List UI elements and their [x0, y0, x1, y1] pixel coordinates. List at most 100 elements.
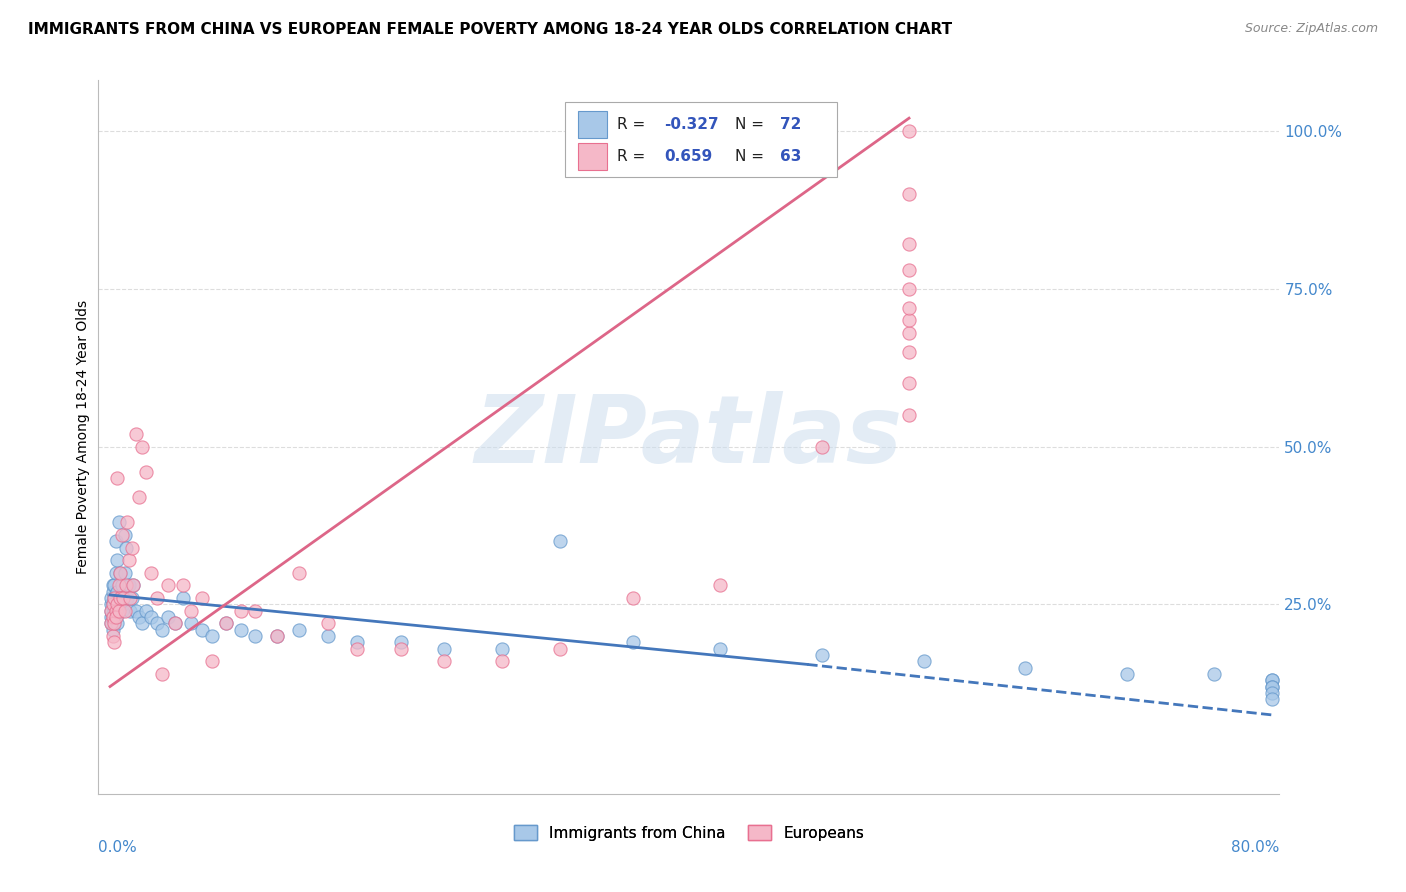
Point [107, 598, 129, 612]
Point [103, 635, 125, 649]
Point [245, 629, 267, 643]
FancyBboxPatch shape [578, 143, 607, 169]
Point [139, 610, 162, 624]
Text: 0.0%: 0.0% [98, 840, 138, 855]
Point [101, 610, 124, 624]
Point [101, 610, 124, 624]
FancyBboxPatch shape [578, 111, 607, 137]
Point [104, 604, 127, 618]
Point [172, 578, 194, 592]
Point [288, 566, 311, 580]
Point [190, 623, 212, 637]
Point [898, 326, 921, 340]
Text: R =: R = [617, 149, 650, 163]
Point [100, 598, 122, 612]
Point [433, 641, 456, 656]
Point [100, 616, 122, 631]
Point [550, 641, 572, 656]
Point [316, 616, 339, 631]
Point [215, 616, 238, 631]
Point [100, 616, 122, 631]
Point [100, 591, 122, 606]
Point [114, 566, 136, 580]
Point [107, 516, 129, 530]
Point [157, 610, 180, 624]
Point [898, 237, 921, 252]
Point [117, 591, 139, 606]
Point [108, 566, 131, 580]
Y-axis label: Female Poverty Among 18-24 Year Olds: Female Poverty Among 18-24 Year Olds [76, 300, 90, 574]
Point [103, 616, 125, 631]
Point [621, 635, 644, 649]
Point [245, 604, 267, 618]
Point [105, 553, 128, 567]
Point [433, 654, 456, 668]
Point [1261, 680, 1284, 694]
Point [898, 408, 921, 422]
Point [150, 666, 173, 681]
Text: 63: 63 [780, 149, 801, 163]
Point [101, 584, 124, 599]
Point [229, 623, 252, 637]
Point [266, 629, 288, 643]
Point [101, 623, 124, 637]
Point [1116, 666, 1139, 681]
Text: R =: R = [617, 117, 650, 132]
Point [811, 648, 834, 662]
Point [118, 578, 141, 592]
Text: IMMIGRANTS FROM CHINA VS EUROPEAN FEMALE POVERTY AMONG 18-24 YEAR OLDS CORRELATI: IMMIGRANTS FROM CHINA VS EUROPEAN FEMALE… [28, 22, 952, 37]
Point [898, 344, 921, 359]
Point [346, 635, 368, 649]
Point [104, 566, 127, 580]
Point [112, 591, 135, 606]
Point [100, 610, 122, 624]
Point [105, 616, 128, 631]
Point [103, 591, 125, 606]
Point [125, 604, 148, 618]
Text: Source: ZipAtlas.com: Source: ZipAtlas.com [1244, 22, 1378, 36]
Point [316, 629, 339, 643]
Point [101, 598, 124, 612]
Point [111, 528, 134, 542]
Point [111, 604, 134, 618]
Point [201, 629, 224, 643]
Point [111, 578, 134, 592]
Point [115, 578, 138, 592]
Point [115, 541, 138, 555]
Point [145, 616, 167, 631]
Point [898, 124, 921, 138]
Point [131, 616, 153, 631]
Text: N =: N = [735, 149, 769, 163]
Point [389, 641, 412, 656]
Point [898, 313, 921, 327]
Point [104, 534, 127, 549]
Point [108, 591, 131, 606]
Point [108, 566, 131, 580]
Point [103, 604, 125, 618]
Point [389, 635, 412, 649]
Point [104, 610, 127, 624]
Point [1261, 692, 1284, 706]
Point [103, 578, 125, 592]
Point [288, 623, 311, 637]
Point [229, 604, 252, 618]
Point [491, 641, 513, 656]
Point [128, 610, 150, 624]
Point [122, 578, 145, 592]
Point [898, 186, 921, 201]
Point [139, 566, 162, 580]
Point [157, 578, 180, 592]
Point [121, 541, 143, 555]
Point [215, 616, 238, 631]
Point [1261, 673, 1284, 688]
Point [201, 654, 224, 668]
FancyBboxPatch shape [565, 102, 837, 177]
Point [101, 578, 124, 592]
Point [101, 598, 124, 612]
Point [105, 471, 128, 485]
Point [621, 591, 644, 606]
Point [120, 591, 142, 606]
Point [107, 604, 129, 618]
Point [103, 616, 125, 631]
Point [100, 604, 122, 618]
